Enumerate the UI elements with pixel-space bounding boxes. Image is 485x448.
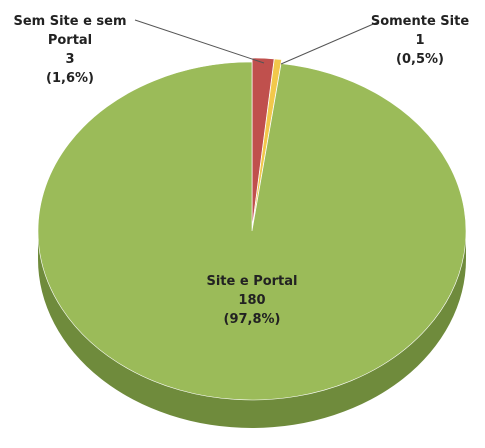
- pie: [37, 57, 467, 428]
- category-label: Sem Site e sem Portal: [13, 14, 127, 48]
- pie-side: [38, 231, 466, 428]
- data-label: Site e Portal 180 (97,8%): [172, 272, 332, 329]
- percent-label: (97,8%): [223, 312, 281, 327]
- leader-line: [280, 21, 379, 65]
- value-label: 3: [65, 52, 75, 67]
- value-label: 1: [415, 33, 425, 48]
- category-label: Somente Site: [370, 14, 470, 29]
- category-label: Site e Portal: [206, 274, 298, 289]
- pie-slice: [37, 61, 467, 401]
- data-label: Somente Site 1 (0,5%): [360, 12, 480, 69]
- percent-label: (1,6%): [46, 71, 94, 86]
- leader-line: [134, 19, 265, 64]
- data-label: Sem Site e sem Portal 3 (1,6%): [0, 12, 140, 88]
- value-label: 180: [238, 293, 266, 308]
- percent-label: (0,5%): [396, 52, 444, 67]
